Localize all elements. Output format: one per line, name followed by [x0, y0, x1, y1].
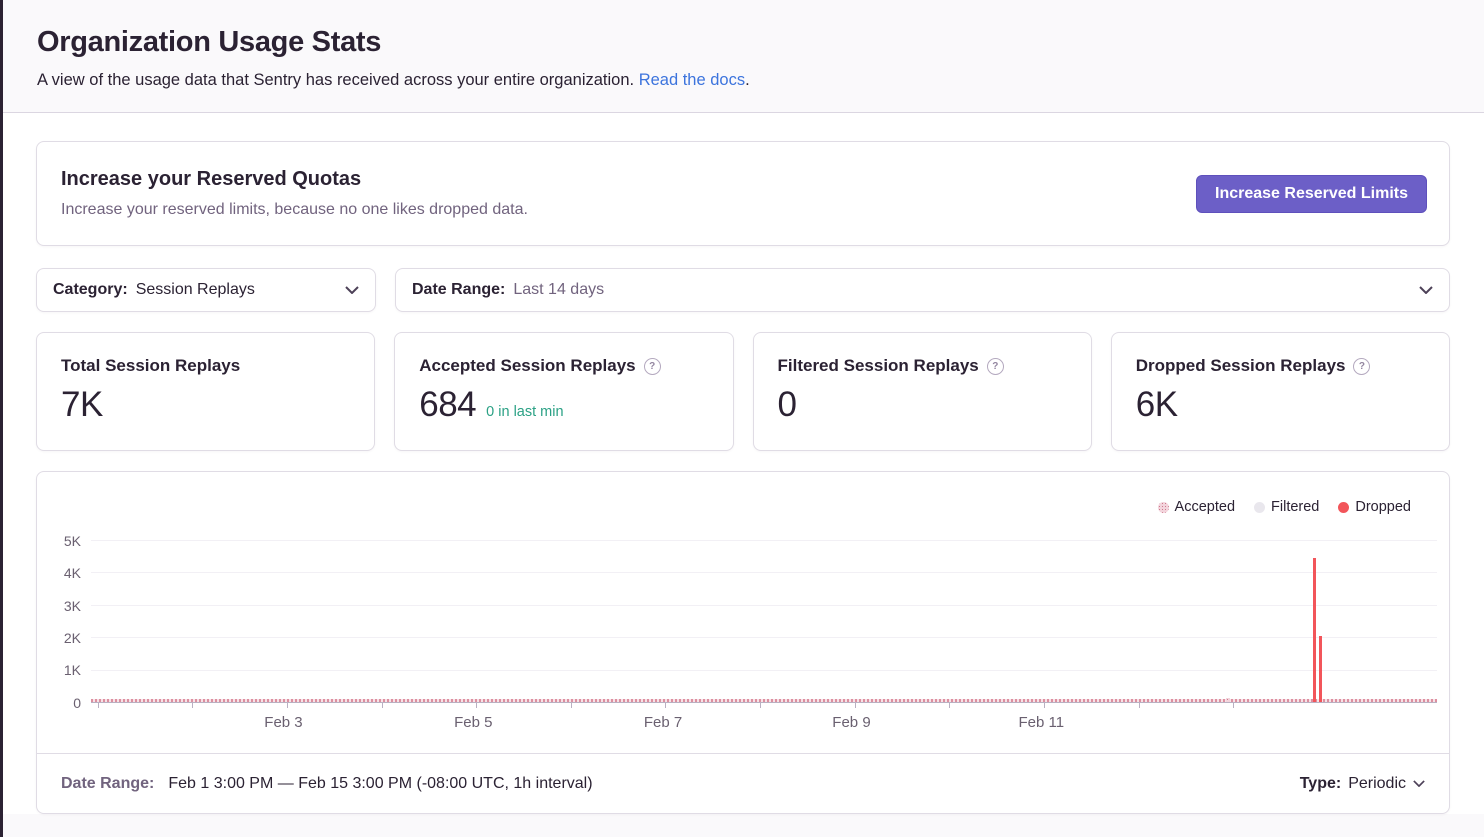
usage-chart-card: Accepted Filtered Dropped 5K 4K 3K 2K 1K…	[36, 471, 1450, 814]
date-range-select[interactable]: Date Range: Last 14 days	[395, 268, 1450, 312]
x-axis-tick	[665, 702, 667, 708]
stat-card-subvalue: 0 in last min	[486, 404, 564, 420]
legend-label: Filtered	[1271, 499, 1320, 515]
x-axis-tick	[949, 702, 951, 708]
filter-row: Category: Session Replays Date Range: La…	[36, 268, 1450, 312]
legend-item-accepted[interactable]: Accepted	[1157, 499, 1236, 515]
help-icon[interactable]: ?	[643, 357, 661, 375]
usage-chart: Accepted Filtered Dropped 5K 4K 3K 2K 1K…	[37, 472, 1449, 753]
y-axis-tick-label: 3K	[63, 598, 81, 614]
x-axis-tick-label: Feb 11	[1018, 714, 1065, 731]
stat-card-title: Filtered Session Replays	[777, 356, 979, 375]
chevron-down-icon	[345, 286, 359, 294]
filtered-series-dot-icon	[1254, 501, 1266, 513]
stat-card-filtered: Filtered Session Replays ? 0	[752, 332, 1092, 451]
chart-bar-accepted	[1225, 698, 1230, 702]
date-range-select-value: Last 14 days	[513, 281, 605, 298]
stat-card-value: 6K	[1135, 385, 1178, 424]
chart-plot: Feb 3 Feb 5 Feb 7 Feb 9 Feb 11	[91, 540, 1437, 731]
content-area: Increase your Reserved Quotas Increase y…	[3, 113, 1484, 814]
y-axis-tick-label: 1K	[63, 662, 81, 678]
y-axis-tick-label: 2K	[63, 630, 81, 646]
stat-card-title: Dropped Session Replays	[1135, 356, 1346, 375]
y-axis-tick-label: 4K	[63, 565, 81, 581]
stat-card-dropped: Dropped Session Replays ? 6K	[1110, 332, 1450, 451]
stat-card-title: Accepted Session Replays	[419, 356, 636, 375]
stat-card-title: Total Session Replays	[61, 356, 241, 375]
help-icon[interactable]: ?	[1353, 357, 1371, 375]
x-axis-tick-label: Feb 5	[454, 714, 493, 731]
x-axis-tick	[381, 702, 383, 708]
y-axis-tick-label: 0	[73, 695, 81, 711]
type-select-label: Type:	[1299, 774, 1342, 792]
category-select-label: Category:	[53, 281, 128, 298]
x-axis-tick	[760, 702, 762, 708]
chevron-down-icon	[1413, 780, 1425, 787]
x-axis-tick-label: Feb 3	[264, 714, 303, 731]
x-axis-tick	[97, 702, 99, 708]
chart-legend: Accepted Filtered Dropped	[1157, 499, 1411, 515]
chart-date-range: Date Range: Feb 1 3:00 PM — Feb 15 3:00 …	[61, 775, 593, 793]
category-select-value: Session Replays	[135, 281, 255, 298]
x-axis-tick	[286, 702, 288, 708]
subtitle-period: .	[745, 71, 750, 89]
chart-bar-dropped	[1319, 636, 1323, 702]
increase-reserved-limits-button[interactable]: Increase Reserved Limits	[1196, 174, 1427, 213]
type-select[interactable]: Type: Periodic	[1300, 775, 1425, 793]
chart-date-range-label: Date Range:	[61, 774, 155, 792]
stat-card-value: 684	[419, 385, 477, 424]
page-title: Organization Usage Stats	[37, 26, 382, 58]
read-the-docs-link[interactable]: Read the docs	[638, 71, 746, 89]
stat-card-accepted: Accepted Session Replays ? 684 0 in last…	[394, 332, 734, 451]
chart-bar-dropped	[1313, 558, 1317, 702]
x-axis-tick	[570, 702, 572, 708]
x-axis-tick	[854, 702, 856, 708]
x-axis-tick	[1043, 702, 1045, 708]
gridline	[91, 540, 1437, 541]
dropped-series-dot-icon	[1338, 501, 1350, 513]
x-axis-tick-label: Feb 9	[832, 714, 871, 731]
legend-label: Dropped	[1355, 499, 1411, 515]
stat-card-value: 7K	[61, 385, 103, 424]
gridline	[91, 604, 1437, 606]
category-select[interactable]: Category: Session Replays	[36, 268, 376, 312]
x-axis-line	[91, 702, 1437, 703]
accepted-baseline-bars	[91, 699, 1437, 702]
gridline	[91, 669, 1437, 671]
quota-banner-title: Increase your Reserved Quotas	[61, 168, 362, 190]
x-axis-tick	[476, 702, 478, 708]
x-axis-tick	[1233, 702, 1235, 708]
y-axis-tick-label: 5K	[63, 533, 81, 549]
chart-date-range-value: Feb 1 3:00 PM — Feb 15 3:00 PM (-08:00 U…	[168, 774, 593, 792]
quota-banner-text: Increase your Reserved Quotas Increase y…	[61, 168, 528, 219]
accepted-series-dot-icon	[1157, 501, 1169, 513]
help-icon[interactable]: ?	[986, 357, 1004, 375]
x-axis-tick	[192, 702, 194, 708]
page-subtitle: A view of the usage data that Sentry has…	[37, 71, 1447, 90]
legend-item-dropped[interactable]: Dropped	[1338, 499, 1411, 515]
quota-banner-description: Increase your reserved limits, because n…	[61, 201, 528, 218]
gridline	[91, 572, 1437, 574]
subtitle-text: A view of the usage data that Sentry has…	[37, 71, 635, 89]
stats-row: Total Session Replays 7K Accepted Sessio…	[36, 332, 1450, 451]
gridline	[91, 637, 1437, 639]
page-header: Organization Usage Stats A view of the u…	[3, 0, 1484, 113]
x-axis-tick-label: Feb 7	[643, 714, 683, 731]
legend-item-filtered[interactable]: Filtered	[1254, 499, 1319, 515]
stat-card-value: 0	[777, 385, 797, 424]
reserved-quota-banner: Increase your Reserved Quotas Increase y…	[36, 141, 1450, 246]
date-range-select-label: Date Range:	[412, 281, 506, 298]
x-axis-tick	[1138, 702, 1140, 708]
stat-card-total: Total Session Replays 7K	[36, 332, 376, 451]
chevron-down-icon	[1419, 286, 1433, 294]
type-select-value: Periodic	[1348, 774, 1406, 792]
legend-label: Accepted	[1174, 499, 1236, 515]
chart-footer: Date Range: Feb 1 3:00 PM — Feb 15 3:00 …	[37, 753, 1449, 813]
